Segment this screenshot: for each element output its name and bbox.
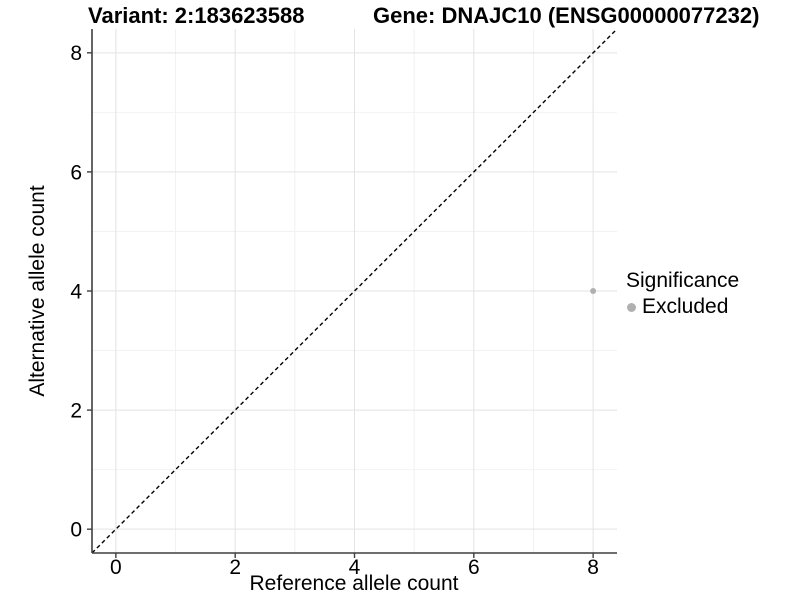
excluded-point-icon xyxy=(627,302,636,312)
x-tick-label: 6 xyxy=(468,556,480,579)
data-points xyxy=(590,288,597,294)
x-axis-title: Reference allele count xyxy=(250,572,459,595)
variant-title: Variant: 2:183623588 xyxy=(88,3,305,28)
x-tick-label: 8 xyxy=(587,556,599,579)
y-axis-title: Alternative allele count xyxy=(26,185,49,396)
legend-item-excluded: Excluded xyxy=(626,295,739,319)
x-tick-label: 0 xyxy=(110,556,122,579)
y-tick-label: 2 xyxy=(70,399,82,422)
axis-tick-labels: 0 2 4 6 8 0 2 4 6 8 xyxy=(70,42,599,579)
legend-title: Significance xyxy=(626,269,740,292)
legend: Significance Excluded xyxy=(626,269,739,319)
y-tick-label: 4 xyxy=(70,280,82,303)
identity-dashed-line xyxy=(91,28,618,554)
y-tick-label: 0 xyxy=(70,519,82,542)
axis-ticks xyxy=(87,52,594,558)
legend-item-label: Excluded xyxy=(642,295,729,318)
x-tick-label: 4 xyxy=(349,556,361,579)
x-tick-label: 2 xyxy=(229,556,241,579)
gene-title: Gene: DNAJC10 (ENSG00000077232) xyxy=(373,3,760,28)
y-tick-label: 8 xyxy=(70,42,82,65)
identity-line-group xyxy=(91,28,618,554)
data-point xyxy=(590,288,597,294)
y-tick-label: 6 xyxy=(70,161,82,184)
